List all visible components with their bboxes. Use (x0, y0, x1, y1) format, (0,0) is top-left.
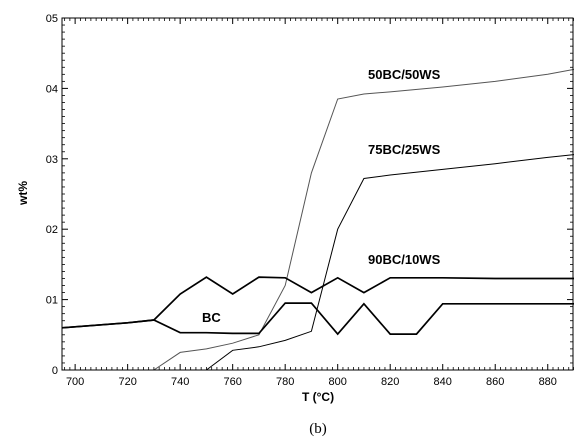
series-line-3 (61, 302, 574, 336)
ticks-layer: 700 720 740 760 780 800 820 840 860 880 0 01 02 03 04 0… (46, 13, 574, 388)
x-tick-label: 760 (223, 376, 241, 388)
y-tick-label: 05 (46, 13, 58, 25)
annotation-50bc-50ws: 50BC/50WS (368, 67, 441, 82)
y-tick-label: 0 (52, 365, 58, 377)
x-tick-label: 820 (381, 376, 399, 388)
annotation-bc: BC (202, 310, 221, 325)
y-tick-label: 02 (46, 224, 58, 236)
annotation-90bc-10ws: 90BC/10WS (368, 252, 441, 267)
y-axis-label: wt% (16, 181, 30, 206)
x-tick-label: 840 (434, 376, 452, 388)
annotation-75bc-25ws: 75BC/25WS (368, 142, 441, 157)
series-line-2 (61, 276, 574, 329)
y-tick-label: 01 (46, 295, 58, 307)
series-line-1 (206, 154, 574, 371)
series-layer (61, 68, 574, 371)
plot-frame (61, 17, 574, 371)
x-tick-label: 720 (118, 376, 136, 388)
x-tick-label: 800 (329, 376, 347, 388)
x-tick-label: 780 (276, 376, 294, 388)
x-tick-label: 740 (171, 376, 189, 388)
y-tick-label: 03 (46, 154, 58, 166)
y-tick-label: 04 (46, 83, 58, 95)
x-axis-label: T (°C) (302, 390, 334, 404)
series-line-0 (153, 68, 574, 371)
x-tick-label: 860 (486, 376, 504, 388)
x-tick-label: 880 (539, 376, 557, 388)
x-tick-label: 700 (66, 376, 84, 388)
figure-caption: (b) (309, 421, 327, 437)
